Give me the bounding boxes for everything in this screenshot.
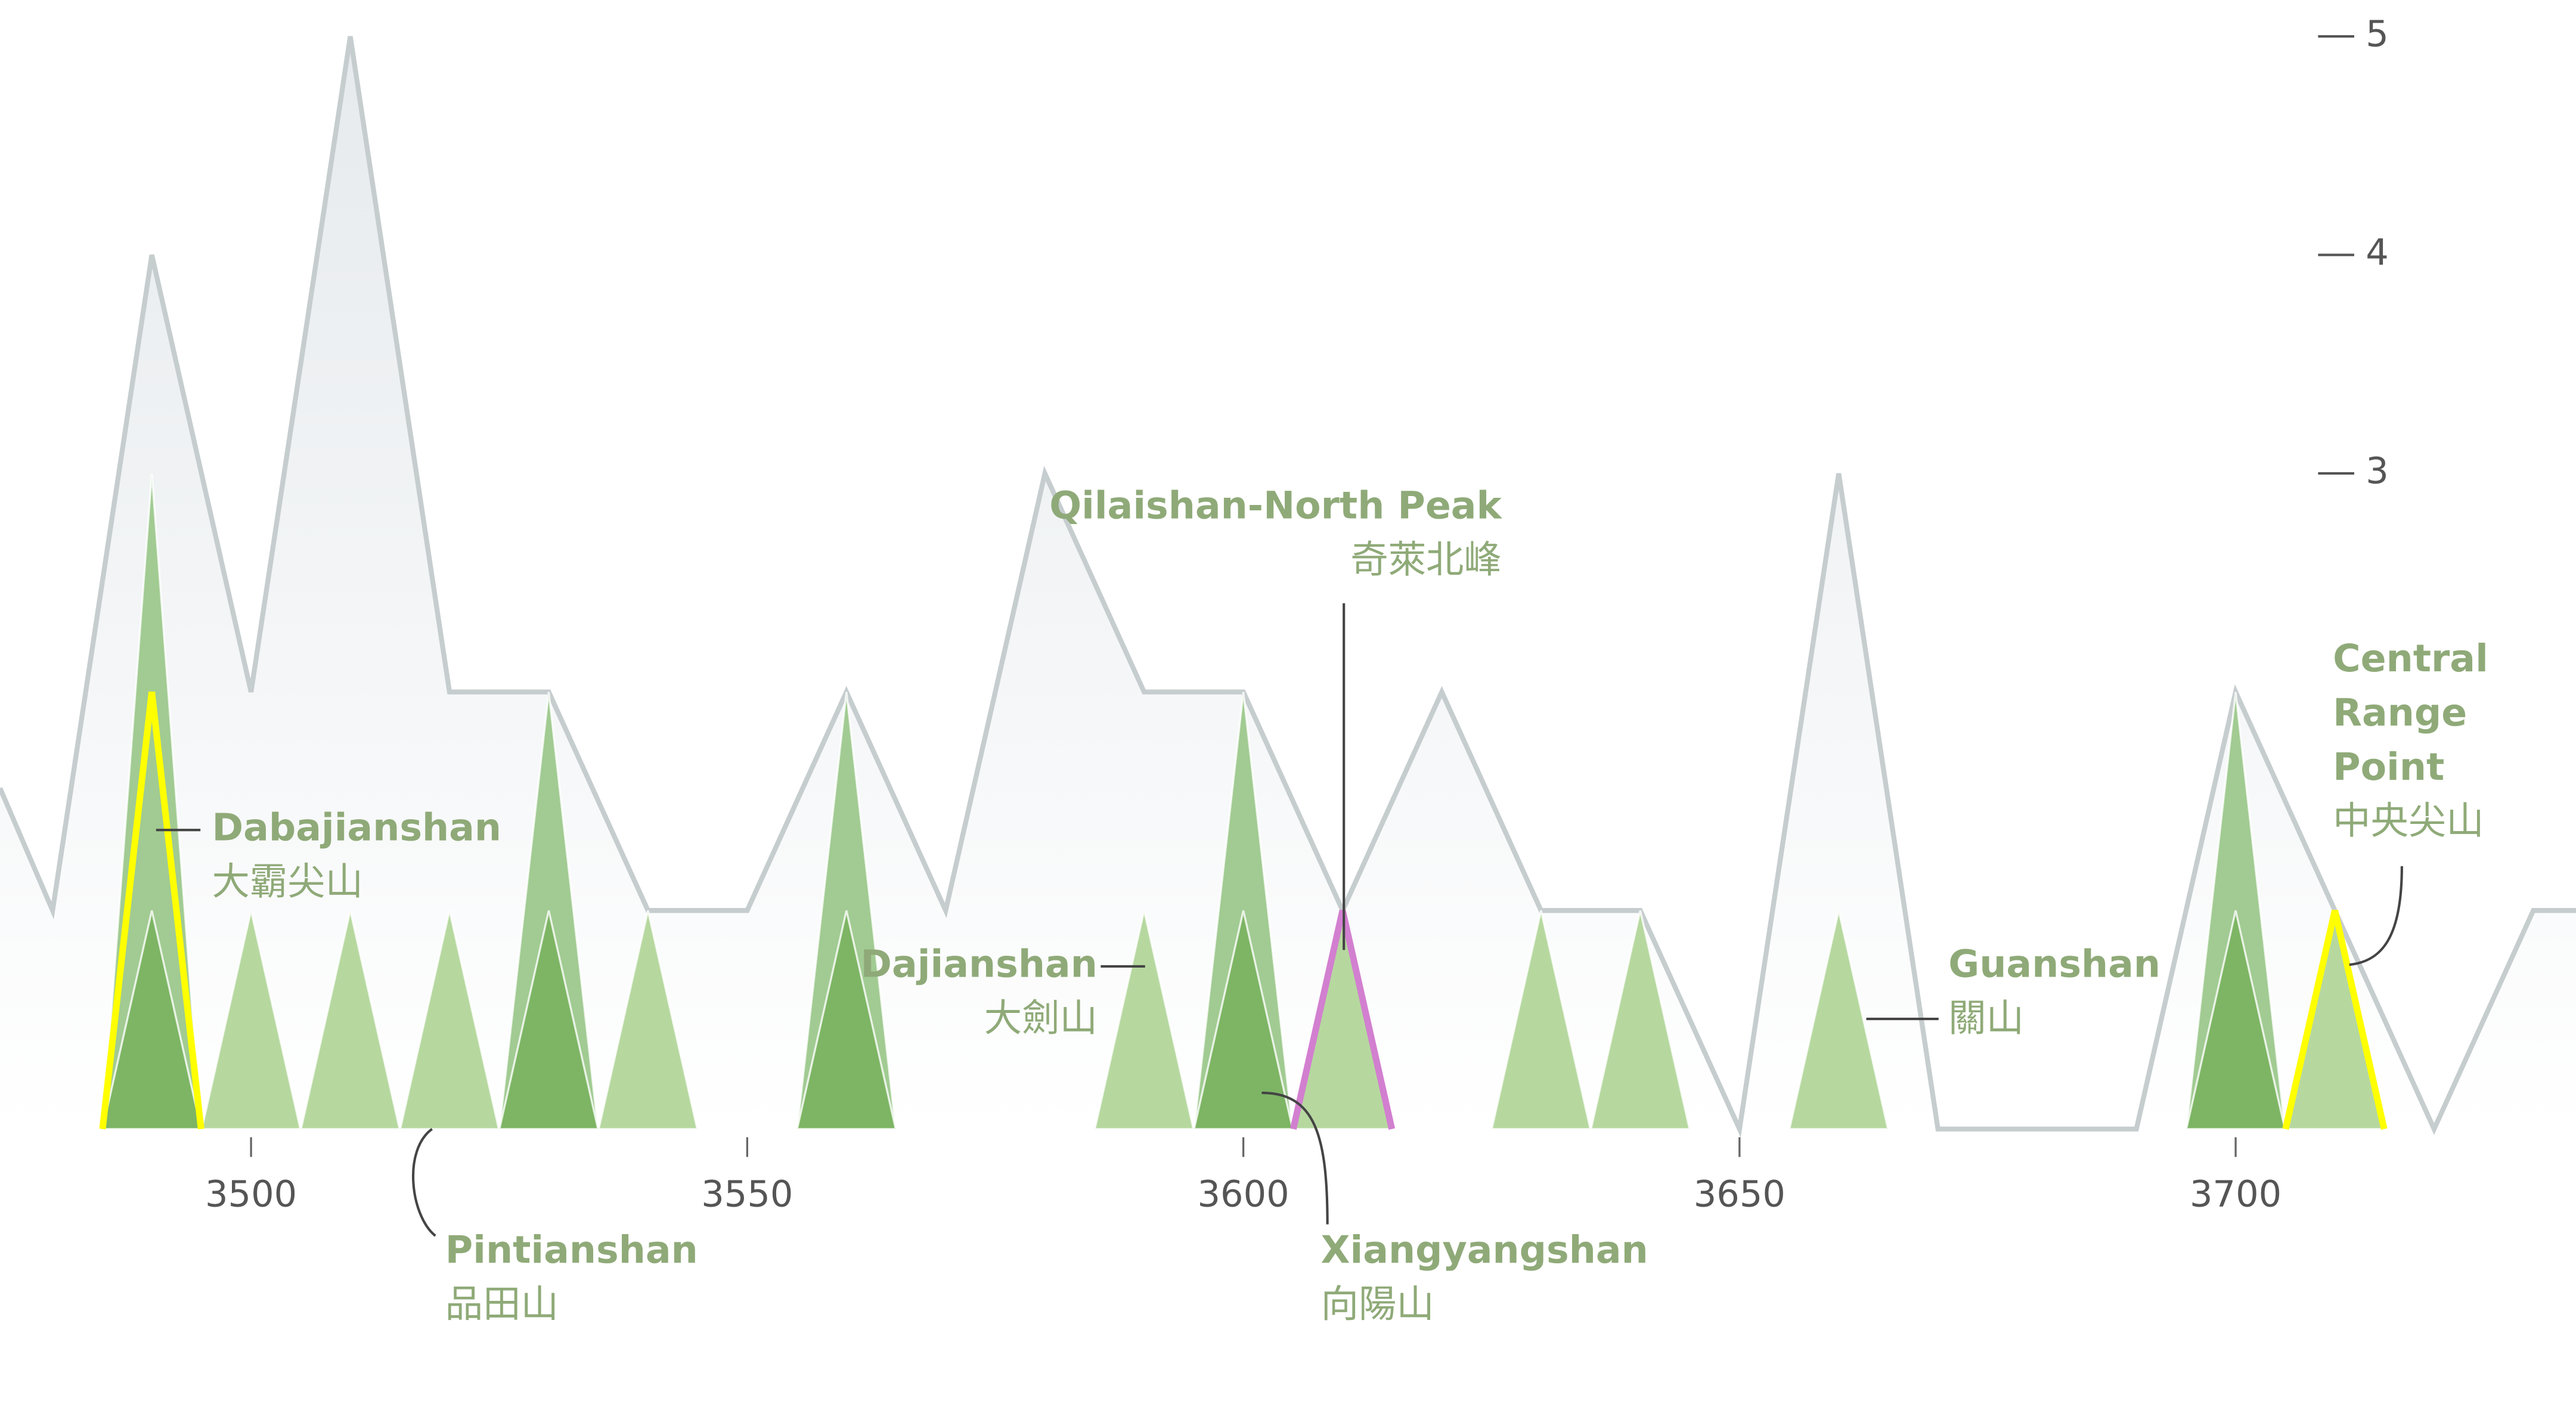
ridge-area [0,36,2576,1129]
annotation-text: Xiangyangshan [1321,1228,1648,1272]
annotation-text: 大劍山 [984,996,1098,1040]
annotation-connector [411,1128,436,1237]
peak-outline [1289,909,1396,1130]
annotation-connector [1261,1092,1329,1225]
peak [2185,910,2286,1130]
annotation-text: 關山 [1948,996,2024,1040]
peak [597,910,699,1130]
peak-outline [2282,909,2388,1130]
peak [101,910,203,1130]
annotation-text: Dajianshan [860,941,1097,985]
annotation-text: Pintianshan [445,1228,698,1272]
peak [498,910,600,1130]
x-tick-label: 3650 [1694,1173,1785,1215]
annotation-text: Range [2333,690,2467,735]
annotation-text: 品田山 [445,1282,559,1326]
peak [200,910,302,1130]
annotation-text: Qilaishan-North Peak [1049,484,1502,528]
annotation-text: Point [2333,745,2444,789]
peak [399,910,500,1130]
x-tick-label: 3700 [2190,1173,2281,1215]
ridge-line [0,36,2576,1138]
peak [299,910,401,1130]
x-tick-label: 3600 [1197,1173,1289,1215]
annotation-connector [2349,866,2403,966]
peak [1589,910,1691,1130]
y-tick-label: 5 [2366,14,2389,55]
annotation-text: 大霸尖山 [212,860,363,904]
peak [1093,910,1195,1130]
peak [1192,910,1294,1130]
peak [1490,910,1592,1130]
peak [1788,910,1890,1130]
peak [796,910,897,1130]
x-tick-label: 3550 [701,1173,793,1215]
annotation-text: Central [2333,636,2488,680]
annotation-text: 中央尖山 [2333,799,2484,843]
peak-outline [99,692,204,1130]
y-tick-label: 4 [2366,232,2389,274]
annotation-text: Guanshan [1948,941,2160,985]
annotation-text: 向陽山 [1321,1282,1434,1326]
x-tick-label: 3500 [205,1173,297,1215]
annotation-text: Dabajianshan [212,805,501,850]
annotation-text: 奇萊北峰 [1350,538,1502,582]
y-tick-label: 3 [2366,451,2389,492]
